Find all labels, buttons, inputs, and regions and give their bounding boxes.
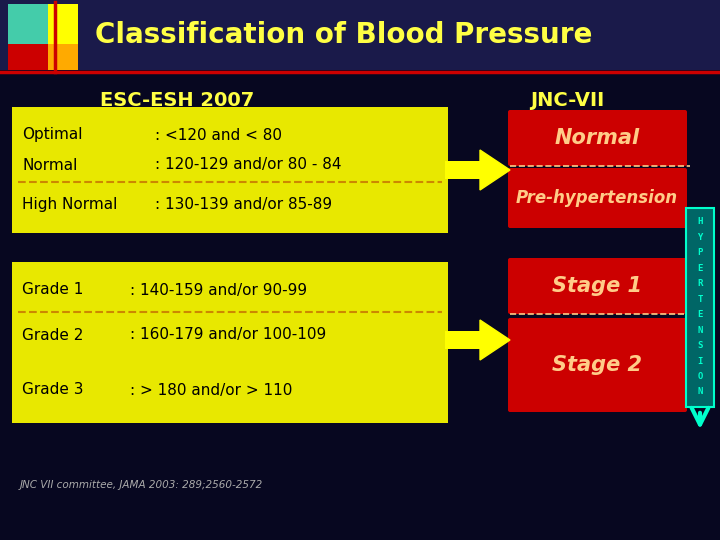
FancyBboxPatch shape [12, 262, 448, 423]
FancyBboxPatch shape [686, 208, 714, 407]
Text: P: P [697, 248, 703, 258]
Text: E: E [697, 310, 703, 319]
Text: High Normal: High Normal [22, 198, 117, 213]
FancyBboxPatch shape [508, 258, 687, 314]
Text: E: E [697, 264, 703, 273]
Text: N: N [697, 326, 703, 335]
Text: : 140-159 and/or 90-99: : 140-159 and/or 90-99 [130, 282, 307, 298]
Text: T: T [697, 295, 703, 304]
Text: Grade 2: Grade 2 [22, 327, 84, 342]
FancyBboxPatch shape [445, 331, 480, 349]
Polygon shape [480, 320, 510, 360]
Text: S: S [697, 341, 703, 350]
Text: ESC-ESH 2007: ESC-ESH 2007 [100, 91, 254, 110]
Text: Grade 3: Grade 3 [22, 382, 84, 397]
FancyBboxPatch shape [508, 318, 687, 412]
FancyBboxPatch shape [0, 0, 720, 70]
FancyBboxPatch shape [508, 110, 687, 166]
Text: : > 180 and/or > 110: : > 180 and/or > 110 [130, 382, 292, 397]
Text: O: O [697, 372, 703, 381]
Text: Stage 1: Stage 1 [552, 276, 642, 296]
FancyBboxPatch shape [12, 107, 448, 233]
Text: : <120 and < 80: : <120 and < 80 [155, 127, 282, 143]
Text: JNC VII committee, JAMA 2003: 289;2560-2572: JNC VII committee, JAMA 2003: 289;2560-2… [20, 480, 264, 490]
FancyBboxPatch shape [8, 44, 53, 70]
Text: Normal: Normal [554, 128, 639, 148]
Text: : 130-139 and/or 85-89: : 130-139 and/or 85-89 [155, 198, 332, 213]
Polygon shape [480, 150, 510, 190]
FancyBboxPatch shape [445, 161, 480, 179]
Text: I: I [697, 356, 703, 366]
FancyBboxPatch shape [48, 44, 78, 70]
Text: N: N [697, 388, 703, 396]
Text: Classification of Blood Pressure: Classification of Blood Pressure [95, 21, 593, 49]
FancyBboxPatch shape [8, 4, 56, 48]
Text: Normal: Normal [22, 158, 77, 172]
FancyBboxPatch shape [48, 4, 78, 48]
Text: Optimal: Optimal [22, 127, 83, 143]
Text: Y: Y [697, 233, 703, 242]
Text: H: H [697, 218, 703, 226]
Text: JNC-VII: JNC-VII [530, 91, 604, 110]
Text: R: R [697, 279, 703, 288]
Text: Grade 1: Grade 1 [22, 282, 84, 298]
Text: Stage 2: Stage 2 [552, 355, 642, 375]
Text: : 160-179 and/or 100-109: : 160-179 and/or 100-109 [130, 327, 326, 342]
Text: Pre-hypertension: Pre-hypertension [516, 189, 678, 207]
FancyBboxPatch shape [508, 168, 687, 228]
Text: : 120-129 and/or 80 - 84: : 120-129 and/or 80 - 84 [155, 158, 341, 172]
